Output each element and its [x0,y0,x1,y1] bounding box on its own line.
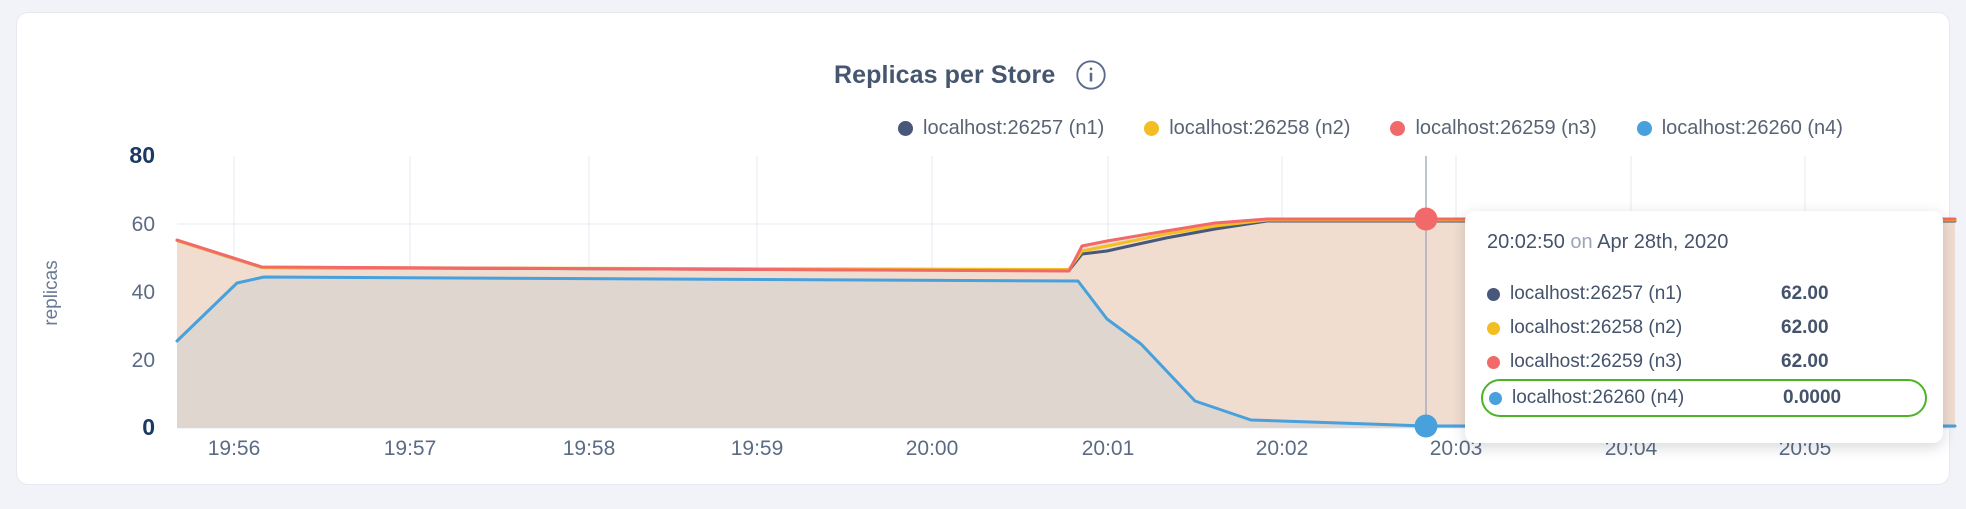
svg-text:60: 60 [132,213,155,236]
svg-text:19:59: 19:59 [731,437,784,460]
svg-text:19:57: 19:57 [384,437,437,460]
svg-text:20: 20 [132,349,155,372]
svg-text:20:02: 20:02 [1256,437,1309,460]
svg-text:0: 0 [142,414,155,440]
svg-text:40: 40 [132,281,155,304]
svg-text:20:00: 20:00 [906,437,959,460]
svg-text:20:01: 20:01 [1082,437,1135,460]
svg-text:80: 80 [129,142,155,168]
svg-text:replicas: replicas [41,260,62,325]
svg-text:19:58: 19:58 [563,437,616,460]
svg-text:19:56: 19:56 [208,437,261,460]
